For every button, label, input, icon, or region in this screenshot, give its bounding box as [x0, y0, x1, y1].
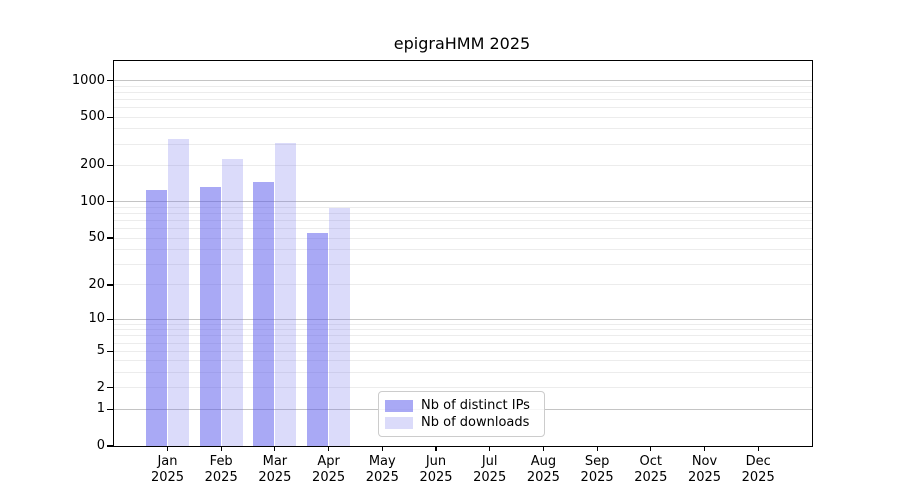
x-tick-label: Jan 2025 — [150, 454, 185, 485]
bar-distinct-ips-apr — [307, 233, 329, 446]
gridline-minor — [114, 335, 812, 337]
x-tick-label: Oct 2025 — [634, 454, 668, 485]
gridline-major — [114, 318, 812, 320]
x-tick-label: Feb 2025 — [204, 454, 238, 485]
gridline-minor — [114, 263, 812, 265]
y-tick-mark — [107, 237, 114, 239]
y-tick-mark — [107, 445, 114, 447]
gridline-minor — [114, 342, 812, 344]
gridline-minor — [114, 329, 812, 331]
y-tick-label: 5 — [96, 343, 105, 359]
bar-downloads-mar — [275, 143, 297, 446]
gridline-minor — [114, 387, 812, 389]
legend-swatch-distinct-ips — [385, 399, 413, 412]
x-tick-mark — [489, 446, 491, 451]
gridline-minor — [114, 360, 812, 362]
gridline-minor — [114, 213, 812, 215]
gridline-major — [114, 80, 812, 82]
x-tick-label: May 2025 — [365, 454, 399, 485]
x-tick-label: Aug 2025 — [526, 454, 560, 485]
legend-swatch-downloads — [385, 416, 413, 429]
x-tick-label: Jul 2025 — [473, 454, 507, 485]
x-tick-mark — [328, 446, 330, 451]
y-tick-label: 10 — [88, 311, 105, 327]
bar-downloads-jan — [168, 139, 189, 446]
bar-distinct-ips-mar — [253, 182, 275, 446]
gridline-minor — [114, 237, 812, 239]
gridline-minor — [114, 249, 812, 251]
x-tick-mark — [596, 446, 598, 451]
legend-item-downloads: Nb of downloads — [385, 414, 538, 431]
gridline-minor — [114, 220, 812, 221]
y-tick-mark — [107, 79, 114, 82]
x-tick-mark — [435, 446, 437, 451]
bar-downloads-apr — [329, 207, 351, 446]
plot-area: 0 1 2 5 10 20 50 100 200 500 1000 Jan 2025 Feb 2025 Mar… — [72, 60, 813, 485]
gridline-minor — [114, 116, 812, 118]
legend: Nb of distinct IPs Nb of downloads — [378, 391, 545, 437]
legend-label-downloads: Nb of downloads — [421, 415, 530, 430]
bar-downloads-feb — [221, 159, 243, 446]
x-tick-label: Sep 2025 — [580, 454, 614, 485]
x-tick-label: Jun 2025 — [419, 454, 453, 485]
y-tick-mark — [107, 408, 114, 410]
gridline-minor — [114, 91, 812, 93]
x-tick-label: Mar 2025 — [258, 454, 292, 485]
gridline-minor — [114, 128, 812, 130]
gridline-minor — [114, 206, 812, 208]
gridline-major — [114, 201, 812, 203]
y-tick-mark — [107, 387, 114, 389]
gridline-minor — [114, 350, 812, 352]
x-tick-mark — [703, 446, 706, 451]
gridline-minor — [114, 284, 812, 286]
bar-distinct-ips-jan — [146, 190, 167, 446]
gridline-minor — [114, 323, 812, 325]
gridline-minor — [114, 143, 812, 145]
gridline-minor — [114, 85, 812, 87]
chart-title: epigraHMM 2025 — [393, 34, 531, 53]
y-tick-label: 0 — [96, 438, 105, 453]
legend-label-distinct-ips: Nb of distinct IPs — [421, 398, 530, 413]
gridline-minor — [114, 372, 812, 374]
x-tick-label: Nov 2025 — [687, 454, 722, 485]
x-tick-label: Dec 2025 — [741, 454, 775, 485]
x-tick-mark — [166, 446, 169, 451]
y-tick-label: 20 — [88, 276, 105, 292]
y-tick-label: 200 — [80, 157, 105, 173]
x-tick-mark — [757, 446, 759, 451]
x-tick-mark — [220, 446, 222, 451]
y-tick-mark — [107, 350, 114, 352]
gridline-minor — [114, 164, 812, 166]
gridline-minor — [114, 107, 812, 108]
x-tick-mark — [542, 446, 544, 451]
x-tick-mark — [650, 446, 652, 451]
legend-item-distinct-ips: Nb of distinct IPs — [385, 397, 538, 414]
y-tick-label: 1000 — [71, 72, 105, 88]
y-tick-mark — [107, 318, 114, 320]
y-tick-label: 50 — [88, 230, 105, 245]
x-tick-mark — [274, 446, 276, 451]
y-tick-mark — [107, 201, 114, 203]
gridline-minor — [114, 228, 812, 230]
x-tick-label: Apr 2025 — [312, 454, 346, 485]
bar-distinct-ips-feb — [199, 186, 221, 446]
gridline-minor — [114, 98, 812, 100]
y-tick-label: 1 — [96, 401, 105, 417]
y-tick-mark — [107, 116, 114, 118]
y-tick-label: 100 — [80, 193, 105, 209]
y-tick-label: 500 — [80, 109, 105, 125]
y-tick-mark — [107, 164, 114, 167]
x-tick-mark — [381, 446, 383, 451]
y-tick-mark — [107, 284, 114, 286]
y-tick-label: 2 — [96, 379, 105, 395]
